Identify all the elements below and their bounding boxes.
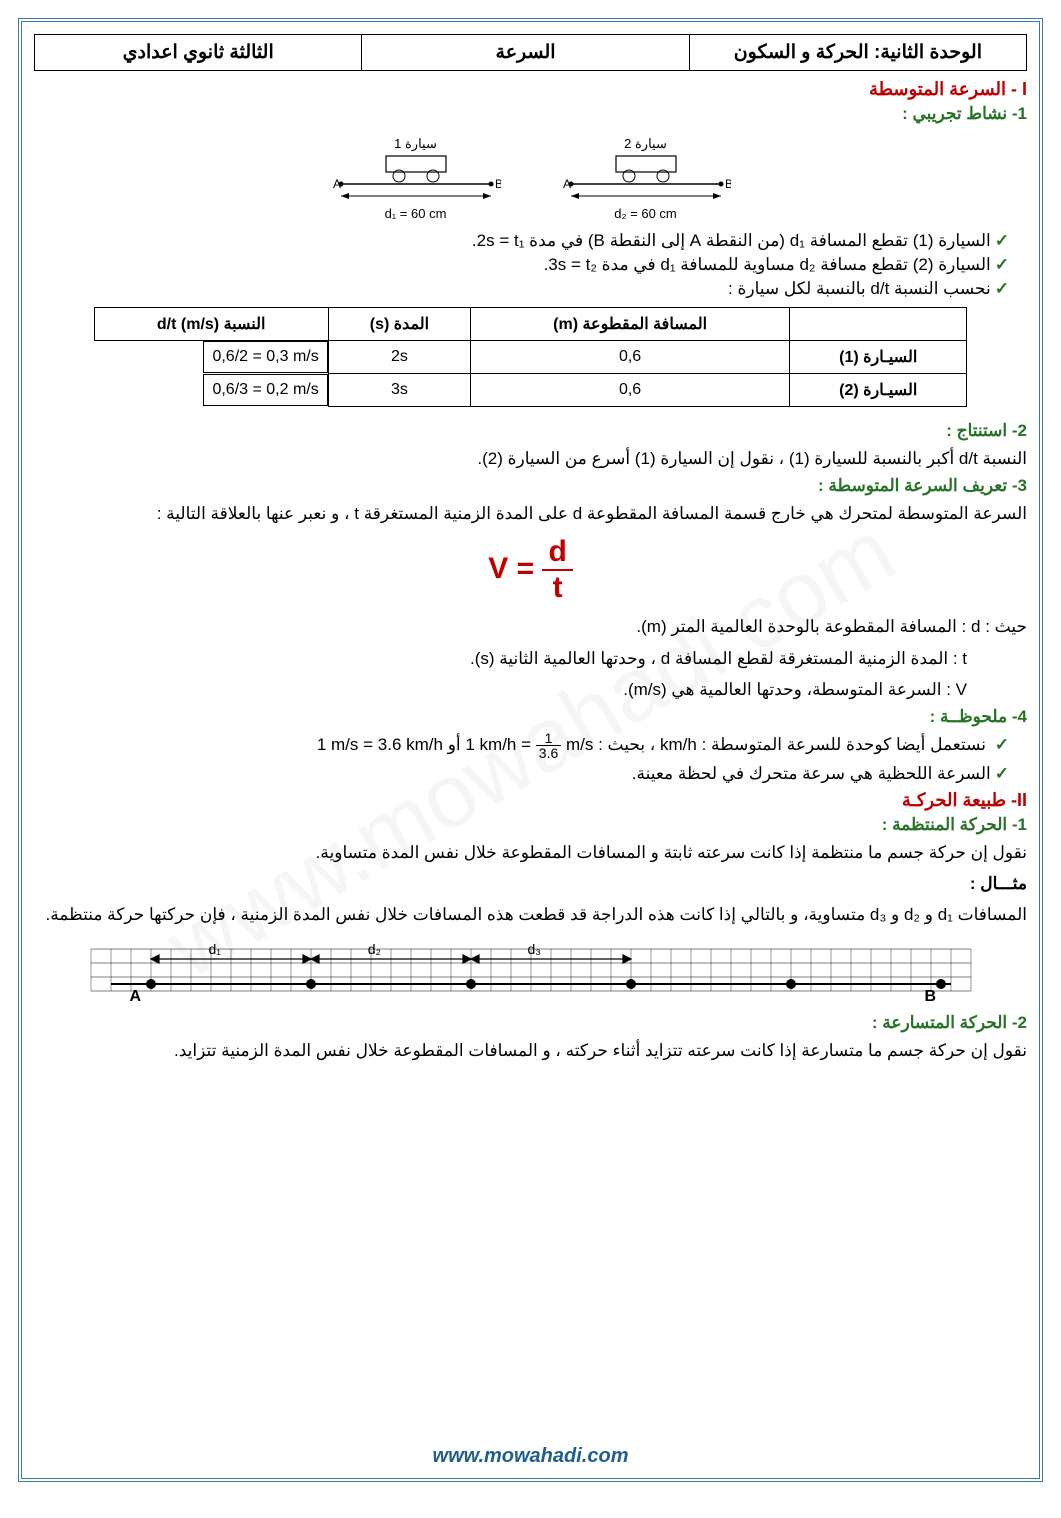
section1-sub2: 2- استنتاج : — [34, 421, 1027, 441]
header-topic: السرعة — [362, 35, 689, 71]
car1-d-label: d₁ = 60 cm — [331, 206, 501, 221]
uniform-motion-diagram: A B d₁ d₂ d₃ — [81, 939, 981, 1009]
note1-eq1b: m/s — [566, 735, 593, 754]
row1-t: 2s — [328, 341, 470, 374]
formula-d: d — [542, 535, 572, 571]
conclusion-text: النسبة d/t أكبر بالنسبة للسيارة (1) ، نق… — [34, 445, 1027, 472]
motion-label-A: A — [129, 988, 141, 1005]
car1-svg: A B — [331, 154, 501, 204]
note1: ✓ نستعمل أيضا كوحدة للسرعة المتوسطة : km… — [34, 731, 1027, 760]
car1-diagram: سيارة 1 A B d₁ = 60 cm — [331, 136, 501, 221]
table-row: السيـارة (2) 0,6 3s 0,6/3 = 0,2 m/s — [94, 374, 967, 407]
where-v: V : السرعة المتوسطة، وحدتها العالمية هي … — [34, 676, 1027, 703]
bullet2: ✓السيارة (2) تقطع مسافة d₂ مساوية للمساف… — [34, 255, 1027, 275]
example-label: مثـــال : — [34, 870, 1027, 897]
th-time: المدة (s) — [328, 308, 470, 341]
section2-title: II- طبيعة الحركـة — [34, 790, 1027, 811]
bullet3: ✓نحسب النسبة d/t بالنسبة لكل سيارة : — [34, 279, 1027, 299]
header-unit: الوحدة الثانية: الحركة و السكون — [689, 35, 1026, 71]
note2: ✓السرعة اللحظية هي سرعة متحرك في لحظة مع… — [34, 764, 1027, 784]
th-distance: المسافة المقطوعة (m) — [471, 308, 790, 341]
bullet3-text: نحسب النسبة d/t بالنسبة لكل سيارة : — [728, 279, 991, 298]
ratio-table: المسافة المقطوعة (m) المدة (s) النسبة d/… — [94, 307, 968, 407]
note2-text: السرعة اللحظية هي سرعة متحرك في لحظة معي… — [632, 764, 991, 783]
note1-eq2: 1 m/s = 3.6 km/h — [317, 735, 443, 755]
section1-title: I - السرعة المتوسطة — [34, 79, 1027, 100]
where-d: حيث : d : المسافة المقطوعة بالوحدة العال… — [34, 613, 1027, 640]
car2-d-label: d₂ = 60 cm — [561, 206, 731, 221]
definition-text: السرعة المتوسطة لمتحرك هي خارج قسمة المس… — [34, 500, 1027, 527]
footer-url: www.mowahadi.com — [22, 1445, 1039, 1468]
row2-label: السيـارة (2) — [790, 374, 967, 407]
section1-sub1: 1- نشاط تجريبي : — [34, 104, 1027, 124]
note1-eq1a: 1 km/h = — [465, 735, 531, 754]
header-table: الوحدة الثانية: الحركة و السكون السرعة ا… — [34, 34, 1027, 71]
car1-top-label: سيارة 1 — [331, 136, 501, 152]
table-row: السيـارة (1) 0,6 2s 0,6/2 = 0,3 m/s — [94, 341, 967, 374]
formula-t: t — [542, 571, 572, 605]
formula-v: V — [488, 552, 508, 585]
row1-ratio: 0,6/2 = 0,3 m/s — [203, 341, 327, 373]
svg-text:A: A — [563, 177, 571, 191]
example-text: المسافات d₁ و d₂ و d₃ متساوية، و بالتالي… — [34, 901, 1027, 928]
section1-sub4: 4- ملحوظــة : — [34, 707, 1027, 727]
row1-label: السيـارة (1) — [790, 341, 967, 374]
motion-d3: d₃ — [527, 941, 541, 957]
page-frame: www.mowahadi.com الوحدة الثانية: الحركة … — [18, 18, 1043, 1482]
note1-frac-num: 1 — [536, 731, 561, 746]
velocity-formula: V = d t — [34, 535, 1027, 605]
svg-text:B: B — [495, 177, 501, 191]
car2-diagram: سيارة 2 A B d₂ = 60 cm — [561, 136, 731, 221]
car2-top-label: سيارة 2 — [561, 136, 731, 152]
accelerated-text: نقول إن حركة جسم ما متسارعة إذا كانت سرع… — [34, 1037, 1027, 1064]
row1-d: 0,6 — [471, 341, 790, 374]
svg-text:A: A — [333, 177, 341, 191]
motion-d1: d₁ — [208, 941, 221, 957]
section1-sub3: 3- تعريف السرعة المتوسطة : — [34, 476, 1027, 496]
section2-sub2: 2- الحركة المتسارعة : — [34, 1013, 1027, 1033]
header-grade: الثالثة ثانوي اعدادي — [35, 35, 362, 71]
note1-pre: نستعمل أيضا كوحدة للسرعة المتوسطة : km/h… — [593, 735, 986, 754]
th-ratio: النسبة d/t (m/s) — [94, 308, 328, 341]
uniform-text: نقول إن حركة جسم ما منتظمة إذا كانت سرعت… — [34, 839, 1027, 866]
bullet1: ✓السيارة (1) تقطع المسافة d₁ (من النقطة … — [34, 231, 1027, 251]
car2-svg: A B — [561, 154, 731, 204]
car-diagrams: سيارة 1 A B d₁ = 60 cm سيارة 2 — [34, 136, 1027, 221]
note1-or: أو — [443, 735, 461, 754]
where-t: t : المدة الزمنية المستغرقة لقطع المسافة… — [34, 645, 1027, 672]
row2-ratio: 0,6/3 = 0,2 m/s — [203, 374, 327, 406]
row2-d: 0,6 — [471, 374, 790, 407]
motion-label-B: B — [924, 988, 936, 1005]
motion-d2: d₂ — [367, 941, 380, 957]
note1-frac-den: 3.6 — [536, 746, 561, 760]
bullet1-text: السيارة (1) تقطع المسافة d₁ (من النقطة A… — [472, 231, 991, 250]
row2-t: 3s — [328, 374, 470, 407]
th-empty — [790, 308, 967, 341]
svg-text:B: B — [725, 177, 731, 191]
section2-sub1: 1- الحركة المنتظمة : — [34, 815, 1027, 835]
bullet2-text: السيارة (2) تقطع مسافة d₂ مساوية للمسافة… — [544, 255, 991, 274]
